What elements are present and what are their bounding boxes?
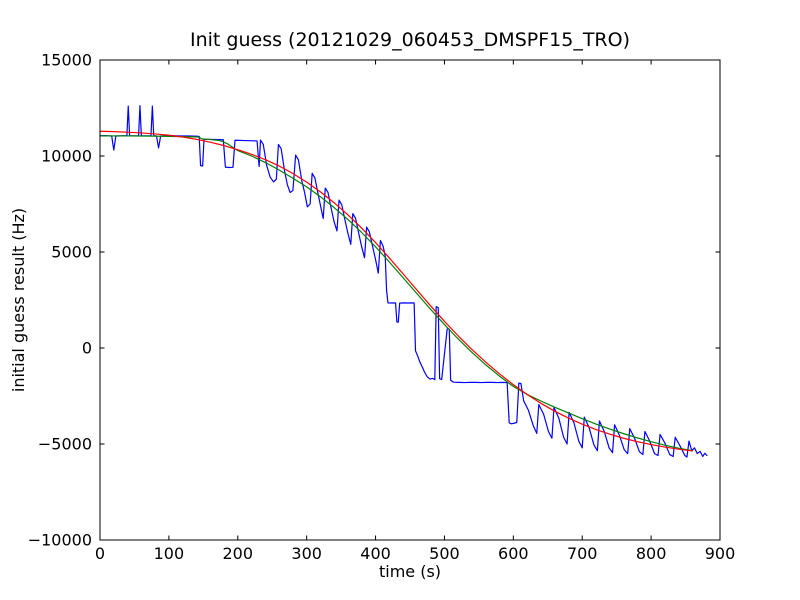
x-tick-label: 200 — [223, 544, 254, 563]
x-tick-label: 400 — [360, 544, 391, 563]
y-tick-label: −10000 — [28, 531, 92, 550]
x-axis-label: time (s) — [379, 562, 441, 581]
y-tick-label: 0 — [82, 339, 92, 358]
series-green-smoothed-fit — [99, 135, 694, 452]
x-tick-label: 0 — [95, 544, 105, 563]
x-tick-label: 600 — [498, 544, 529, 563]
x-tick-label: 900 — [705, 544, 736, 563]
axes-spines — [99, 59, 721, 541]
chart-title: Init guess (20121029_060453_DMSPF15_TRO) — [190, 29, 630, 51]
x-tick-label: 300 — [291, 544, 322, 563]
data-series — [99, 105, 708, 458]
tick-labels: 0 100 200 300 400 500 600 700 800 900 −10000 −5000 0… — [28, 51, 736, 564]
plot-area — [100, 60, 720, 540]
x-tick-label: 500 — [429, 544, 460, 563]
x-tick-label: 800 — [636, 544, 667, 563]
x-tick-label: 700 — [567, 544, 598, 563]
axis-ticks — [99, 59, 721, 541]
y-tick-label: −5000 — [38, 435, 92, 454]
x-tick-label: 100 — [154, 544, 185, 563]
y-tick-label: 10000 — [41, 147, 92, 166]
series-red-model-fit — [99, 130, 694, 452]
y-tick-label: 5000 — [51, 243, 92, 262]
y-axis-label: initial guess result (Hz) — [9, 208, 28, 392]
y-tick-label: 15000 — [41, 51, 92, 70]
